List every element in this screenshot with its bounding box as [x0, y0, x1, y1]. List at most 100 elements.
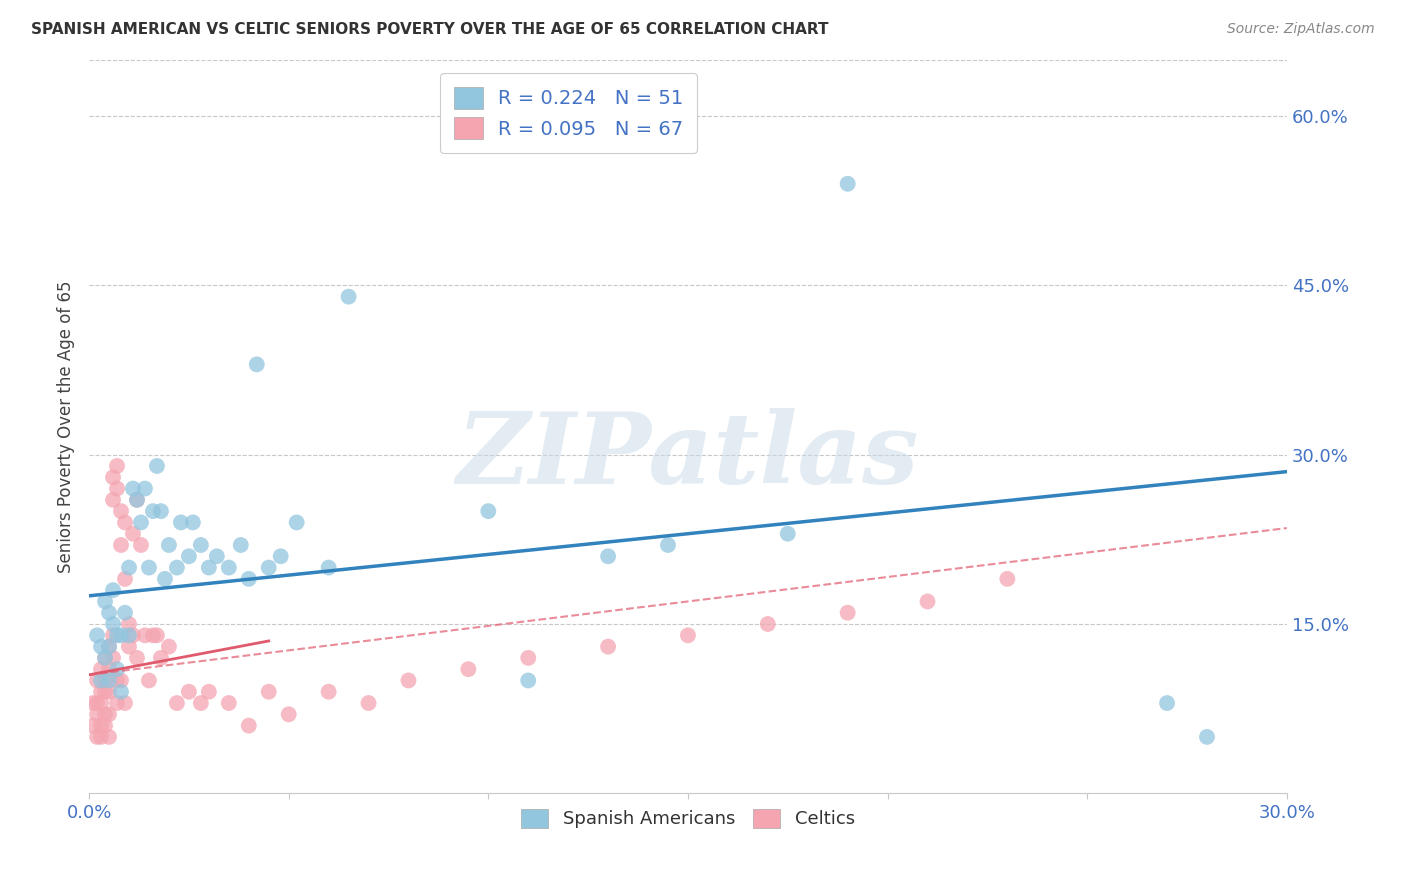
Point	[756, 617, 779, 632]
Point	[98, 662, 121, 676]
Point	[110, 685, 132, 699]
Point	[142, 628, 165, 642]
Point	[837, 177, 859, 191]
Point	[94, 673, 117, 688]
Point	[86, 696, 108, 710]
Point	[198, 685, 221, 699]
Point	[82, 718, 104, 732]
Point	[153, 572, 176, 586]
Point	[105, 673, 128, 688]
Text: Source: ZipAtlas.com: Source: ZipAtlas.com	[1227, 22, 1375, 37]
Point	[90, 640, 112, 654]
Point	[114, 606, 136, 620]
Point	[86, 628, 108, 642]
Point	[98, 685, 121, 699]
Point	[105, 628, 128, 642]
Point	[134, 482, 156, 496]
Point	[101, 617, 124, 632]
Point	[90, 662, 112, 676]
Point	[129, 516, 152, 530]
Point	[1195, 730, 1218, 744]
Point	[110, 538, 132, 552]
Point	[114, 572, 136, 586]
Point	[1156, 696, 1178, 710]
Point	[190, 538, 212, 552]
Point	[101, 470, 124, 484]
Point	[110, 673, 132, 688]
Point	[125, 492, 148, 507]
Point	[142, 504, 165, 518]
Text: SPANISH AMERICAN VS CELTIC SENIORS POVERTY OVER THE AGE OF 65 CORRELATION CHART: SPANISH AMERICAN VS CELTIC SENIORS POVER…	[31, 22, 828, 37]
Point	[101, 583, 124, 598]
Point	[257, 560, 280, 574]
Point	[129, 538, 152, 552]
Point	[146, 458, 169, 473]
Legend: Spanish Americans, Celtics: Spanish Americans, Celtics	[515, 801, 862, 836]
Point	[122, 482, 145, 496]
Point	[205, 549, 228, 564]
Point	[146, 628, 169, 642]
Point	[86, 673, 108, 688]
Point	[277, 707, 299, 722]
Point	[98, 640, 121, 654]
Point	[105, 662, 128, 676]
Point	[94, 594, 117, 608]
Point	[94, 685, 117, 699]
Point	[105, 482, 128, 496]
Point	[94, 718, 117, 732]
Point	[98, 606, 121, 620]
Point	[166, 560, 188, 574]
Point	[138, 560, 160, 574]
Point	[82, 696, 104, 710]
Point	[995, 572, 1018, 586]
Point	[94, 651, 117, 665]
Point	[94, 707, 117, 722]
Point	[114, 516, 136, 530]
Point	[98, 707, 121, 722]
Point	[134, 628, 156, 642]
Point	[149, 504, 172, 518]
Point	[125, 651, 148, 665]
Point	[157, 538, 180, 552]
Point	[118, 640, 141, 654]
Point	[166, 696, 188, 710]
Point	[517, 651, 540, 665]
Y-axis label: Seniors Poverty Over the Age of 65: Seniors Poverty Over the Age of 65	[58, 280, 75, 573]
Point	[177, 685, 200, 699]
Point	[125, 492, 148, 507]
Point	[110, 628, 132, 642]
Point	[257, 685, 280, 699]
Point	[246, 358, 269, 372]
Point	[285, 516, 308, 530]
Point	[190, 696, 212, 710]
Point	[110, 504, 132, 518]
Point	[105, 458, 128, 473]
Point	[517, 673, 540, 688]
Point	[98, 673, 121, 688]
Point	[118, 628, 141, 642]
Point	[101, 651, 124, 665]
Point	[90, 696, 112, 710]
Point	[122, 526, 145, 541]
Point	[318, 560, 340, 574]
Point	[98, 640, 121, 654]
Point	[917, 594, 939, 608]
Point	[776, 526, 799, 541]
Point	[149, 651, 172, 665]
Point	[357, 696, 380, 710]
Point	[114, 696, 136, 710]
Point	[90, 730, 112, 744]
Point	[238, 572, 260, 586]
Point	[118, 560, 141, 574]
Point	[101, 492, 124, 507]
Point	[181, 516, 204, 530]
Point	[229, 538, 252, 552]
Point	[657, 538, 679, 552]
Point	[198, 560, 221, 574]
Point	[598, 640, 620, 654]
Point	[86, 730, 108, 744]
Point	[98, 730, 121, 744]
Point	[318, 685, 340, 699]
Point	[337, 290, 360, 304]
Point	[101, 628, 124, 642]
